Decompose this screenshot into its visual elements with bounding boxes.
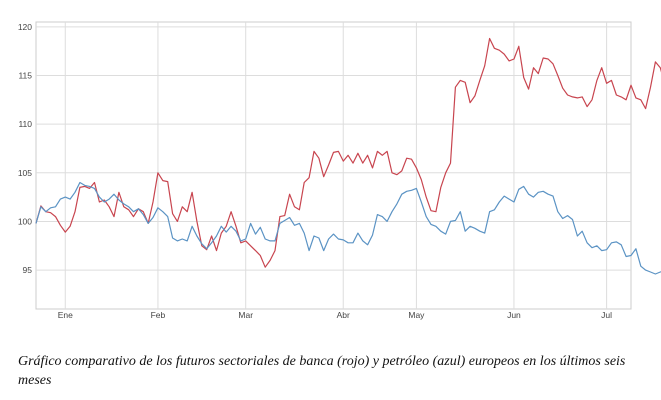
series-line-petroleo [35, 181, 661, 275]
grid [36, 22, 631, 309]
y-tick-label: 100 [18, 216, 32, 226]
y-tick-label: 115 [18, 71, 32, 81]
x-tick-label: May [408, 310, 425, 320]
series-group [35, 37, 661, 275]
y-tick-label: 105 [18, 168, 32, 178]
x-tick-label: Feb [151, 310, 166, 320]
series-line-banca [35, 37, 661, 268]
x-axis: Ene Feb Mar Abr May Jun Jul [58, 310, 612, 320]
y-tick-label: 120 [18, 22, 32, 32]
y-tick-label: 95 [23, 265, 33, 275]
line-chart: Ene Feb Mar Abr May Jun Jul 95 100 105 110 115 120 [18, 21, 661, 320]
x-tick-label: Mar [238, 310, 253, 320]
x-tick-label: Jul [601, 310, 612, 320]
figure-caption: Gráfico comparativo de los futuros secto… [18, 354, 626, 388]
x-tick-label: Abr [337, 310, 350, 320]
y-tick-label: 110 [18, 119, 32, 129]
plot-area [35, 21, 632, 310]
x-tick-label: Ene [58, 310, 73, 320]
x-tick-label: Jun [507, 310, 521, 320]
y-axis: 95 100 105 110 115 120 [18, 22, 32, 275]
